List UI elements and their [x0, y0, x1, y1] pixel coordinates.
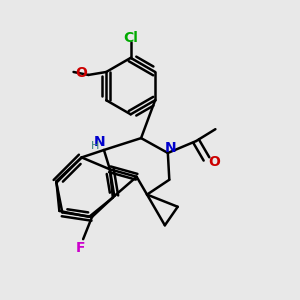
Text: O: O [75, 67, 87, 80]
Text: N: N [94, 135, 105, 149]
Text: O: O [208, 155, 220, 169]
Text: N: N [164, 141, 176, 154]
Text: H: H [91, 141, 99, 152]
Text: Cl: Cl [123, 31, 138, 45]
Text: F: F [76, 241, 86, 255]
